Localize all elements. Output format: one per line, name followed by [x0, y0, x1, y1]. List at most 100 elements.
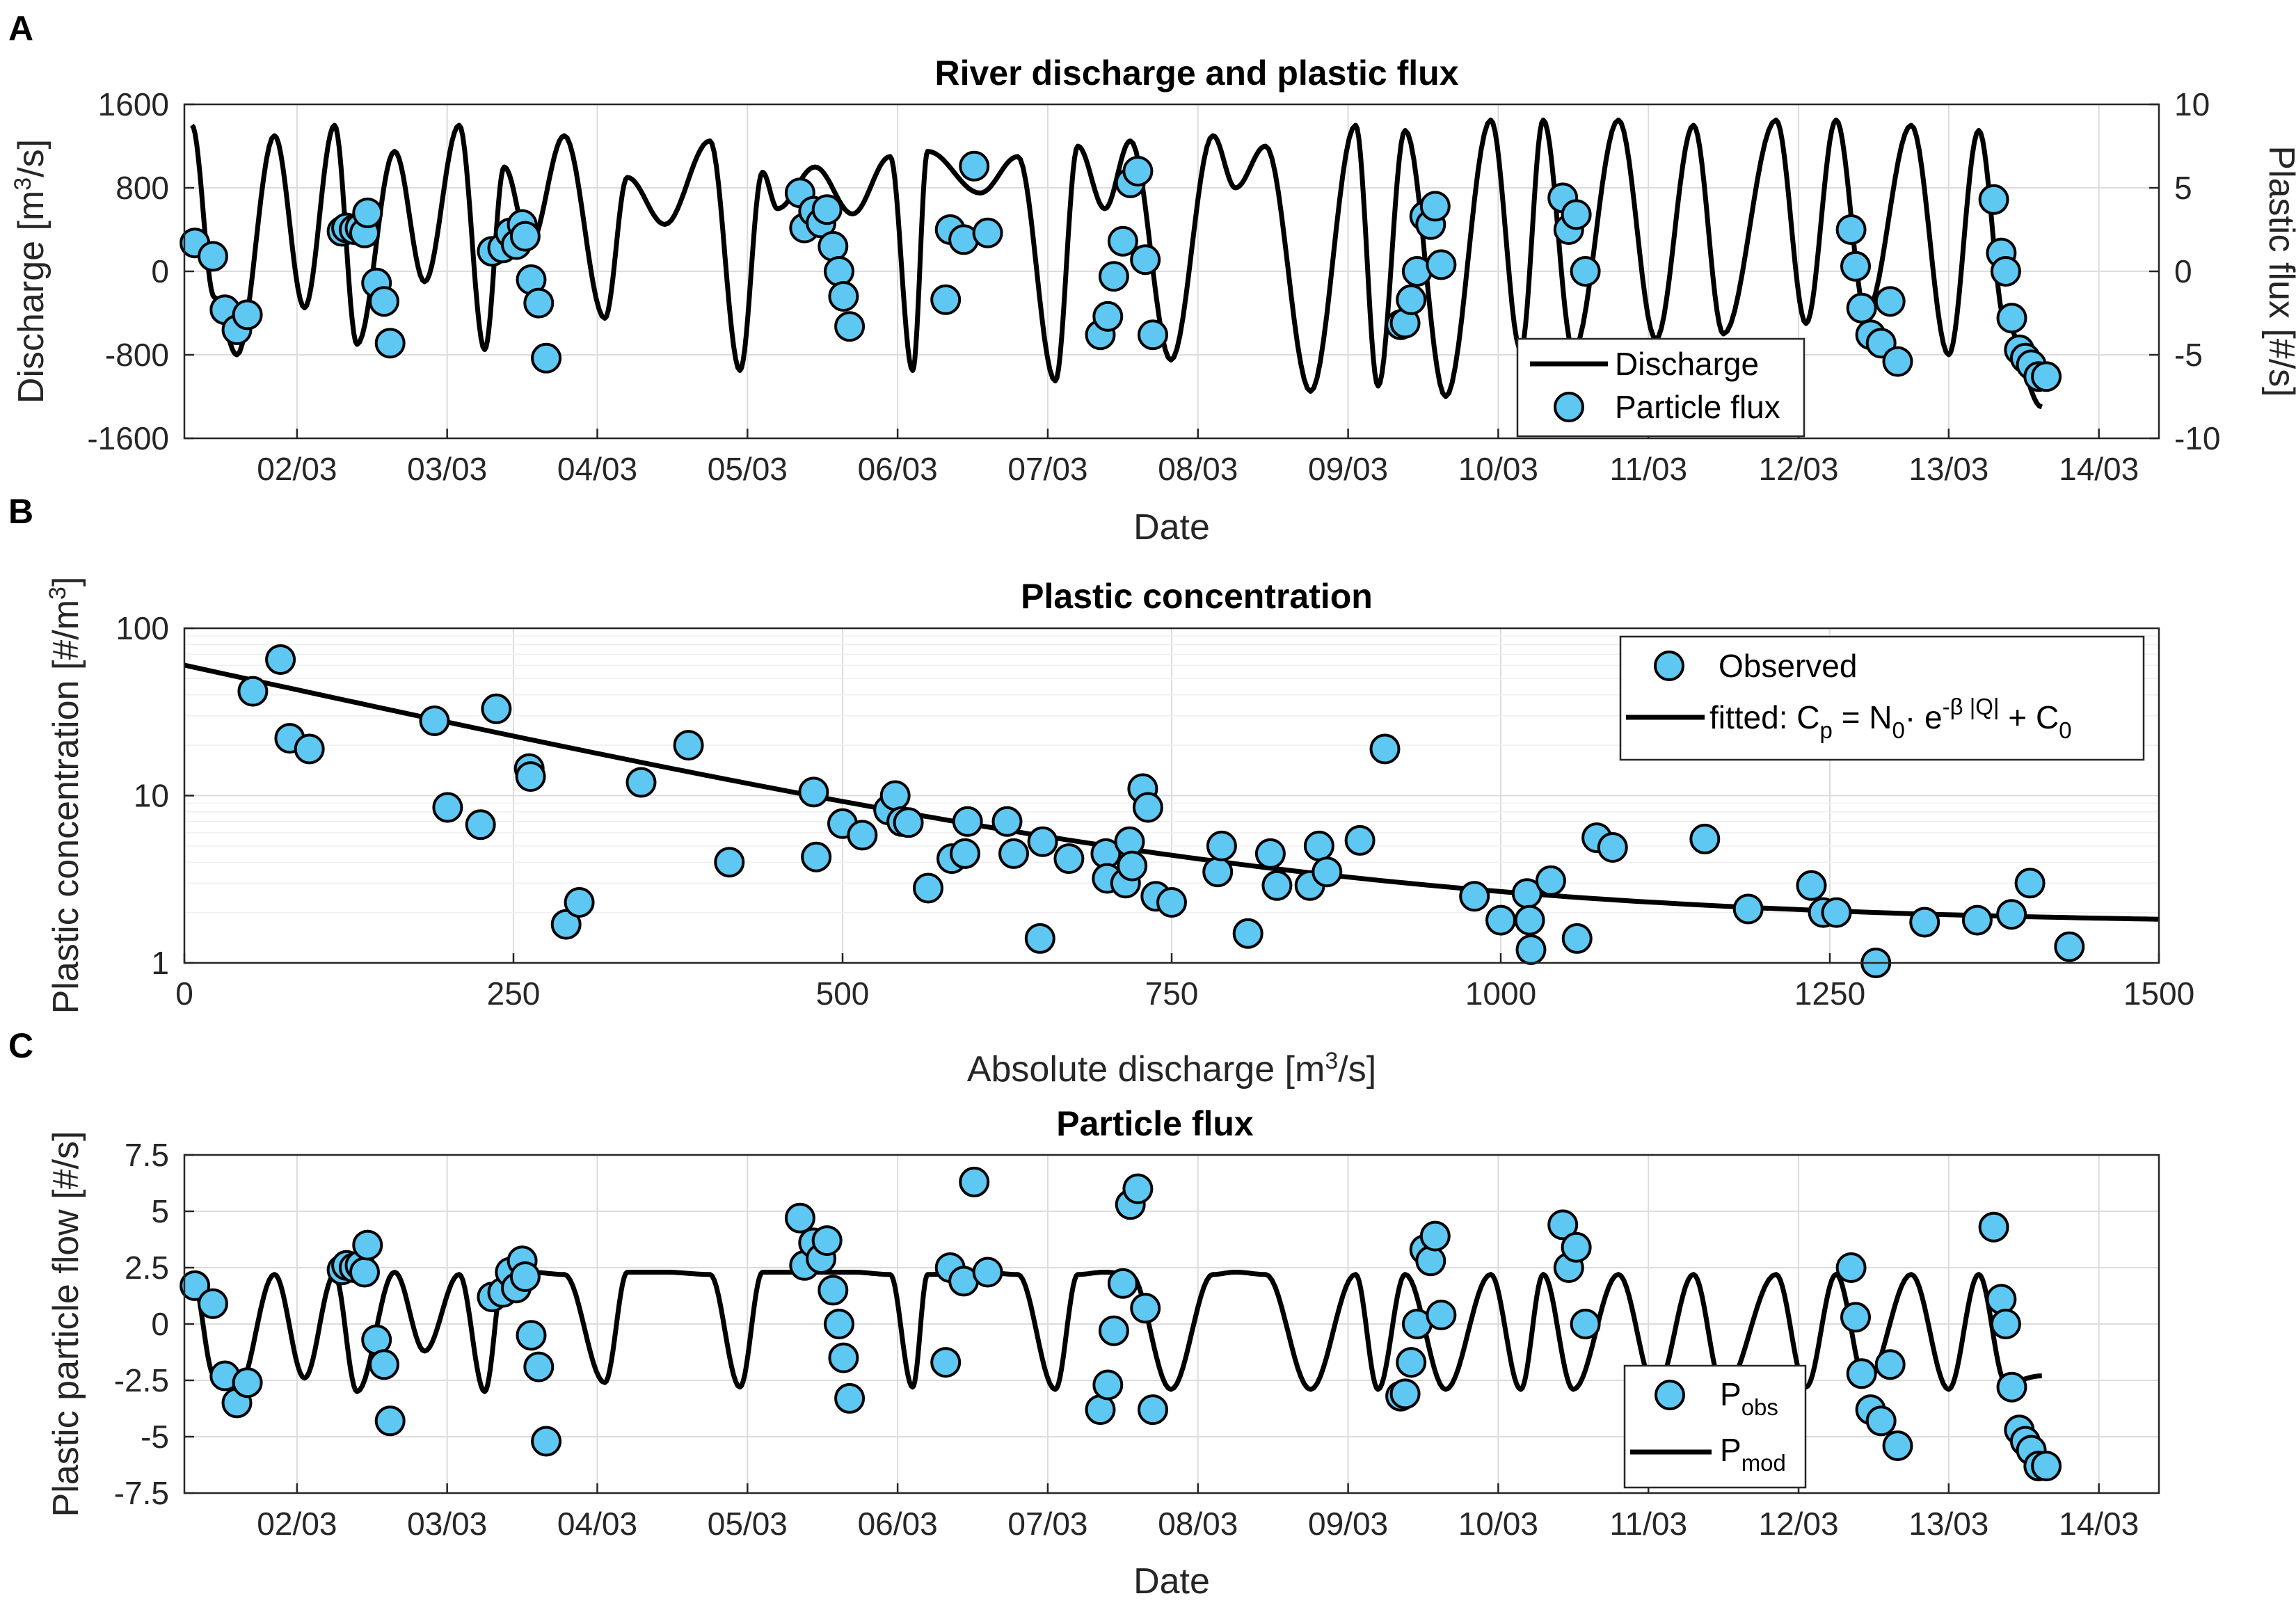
particle-flux-point [1570, 256, 1601, 287]
observed-point [1732, 893, 1764, 925]
y-tick-label: 1 [151, 945, 169, 981]
p-obs-point [1098, 1315, 1129, 1346]
observed-point [1261, 870, 1293, 901]
x-tick-label: 1500 [2123, 975, 2194, 1012]
particle-flux-point [1122, 156, 1154, 186]
panel-a-ylabel-right: Plastic flux [#/s] [2261, 145, 2296, 397]
particle-flux-point [824, 256, 854, 287]
observed-point [2054, 931, 2085, 962]
particle-flux-point [523, 287, 555, 319]
particle-flux-point [1098, 261, 1129, 292]
legend-p-obs-marker-icon [1655, 1380, 1685, 1410]
observed-point [1561, 923, 1593, 954]
y-tick-label: -800 [105, 337, 169, 373]
p-obs-point [1426, 1300, 1457, 1330]
panel-b-xlabel: Absolute discharge [m3/s] [967, 1048, 1376, 1090]
p-obs-point [959, 1166, 990, 1197]
particle-flux-point [811, 194, 843, 225]
panel-b-ylabel: Plastic concentration [#/m3] [45, 577, 86, 1014]
x-tick-label: 11/03 [1609, 451, 1687, 487]
particle-flux-point [828, 281, 859, 312]
observed-point [1689, 823, 1721, 854]
observed-point [950, 838, 980, 869]
observed-point [798, 776, 829, 808]
x-tick-label: 10/03 [1458, 451, 1538, 487]
panel-b-letter: B [8, 492, 33, 531]
particle-flux-point [232, 299, 263, 330]
x-tick-label: 750 [1145, 975, 1199, 1012]
panel-b: B Plastic concentration 0 250 500 750 1000 12… [8, 492, 2194, 1090]
p-obs-point [828, 1342, 859, 1373]
panel-b-ticks: 0 250 500 750 1000 1250 1500 1 10 100 [115, 610, 2194, 1012]
y-tick-label: -2.5 [114, 1362, 169, 1398]
observed-point [913, 872, 943, 904]
panel-c-ticks: 02/03 03/03 04/03 05/03 06/03 07/03 08/03 09/03… [114, 1137, 2139, 1542]
particle-flux-point [818, 231, 849, 262]
particle-flux-point [1990, 256, 2021, 287]
p-obs-point [531, 1426, 562, 1457]
x-tick-label: 02/03 [257, 1506, 337, 1542]
x-tick-label: 04/03 [557, 451, 637, 487]
x-tick-label: 09/03 [1308, 451, 1388, 487]
p-obs-point [1107, 1268, 1138, 1299]
p-obs-point [180, 1270, 211, 1301]
observed-point [801, 841, 832, 872]
particle-flux-point [2031, 361, 2062, 392]
observed-points-group [237, 644, 2085, 978]
p-obs-point [1547, 1209, 1579, 1241]
particle-flux-point [198, 241, 228, 272]
particle-flux-point [352, 198, 383, 228]
particle-flux-point [972, 217, 1003, 248]
x-tick-label: 05/03 [708, 1506, 788, 1542]
y-right-tick-label: 10 [2174, 86, 2210, 122]
observed-point [237, 676, 269, 707]
particle-flux-point [1835, 214, 1867, 245]
observed-point [998, 838, 1029, 869]
p-obs-point [1865, 1405, 1897, 1437]
y-right-tick-label: -5 [2174, 337, 2203, 373]
x-tick-label: 06/03 [858, 451, 938, 487]
panel-a-letter: A [8, 9, 33, 48]
particle-flux-point [374, 328, 406, 359]
observed-point [673, 730, 704, 761]
particle-flux-point [509, 221, 541, 252]
p-obs-point [811, 1225, 843, 1257]
observed-point [1961, 904, 1993, 936]
observed-point [1117, 850, 1148, 882]
p-obs-point [1561, 1231, 1592, 1263]
p-obs-point [516, 1320, 547, 1351]
particle-flux-point [369, 286, 399, 317]
observed-point [550, 909, 582, 940]
particle-flux-point [1107, 225, 1138, 257]
legend-discharge-label: Discharge [1615, 346, 1759, 382]
y-tick-label: 1600 [98, 86, 169, 122]
p-obs-point [1835, 1252, 1867, 1283]
observed-point [847, 820, 878, 851]
p-obs-point [1396, 1347, 1427, 1378]
observed-point [1303, 830, 1334, 861]
y-tick-label: 7.5 [125, 1137, 169, 1173]
p-obs-point [369, 1349, 399, 1380]
p-obs-point [349, 1257, 380, 1288]
particle-flux-point [930, 284, 962, 315]
x-tick-label: 12/03 [1758, 1506, 1838, 1542]
p-obs-point [1996, 1371, 2027, 1403]
observed-point [1202, 856, 1234, 888]
y-tick-label: 5 [151, 1193, 169, 1229]
p-obs-point [1122, 1173, 1154, 1204]
p-obs-point [930, 1347, 962, 1378]
x-tick-label: 1250 [1794, 975, 1865, 1012]
particle-flux-point [1846, 292, 1877, 324]
particle-flux-point [1978, 184, 2009, 215]
particle-flux-point [1561, 199, 1592, 230]
x-tick-label: 10/03 [1458, 1506, 1538, 1542]
p-obs-point [818, 1275, 849, 1306]
x-tick-label: 13/03 [1908, 451, 1988, 487]
p-obs-point [1874, 1349, 1906, 1380]
panel-b-legend: Observed fitted: Cp = N0· e-β |Q| + C0 [1619, 635, 2145, 761]
observed-point [2014, 868, 2046, 899]
particle-flux-point [959, 150, 990, 182]
legend-observed-label: Observed [1719, 648, 1857, 684]
panel-c-legend: Pobs Pmod [1623, 1364, 1807, 1489]
x-tick-label: 09/03 [1308, 1506, 1388, 1542]
